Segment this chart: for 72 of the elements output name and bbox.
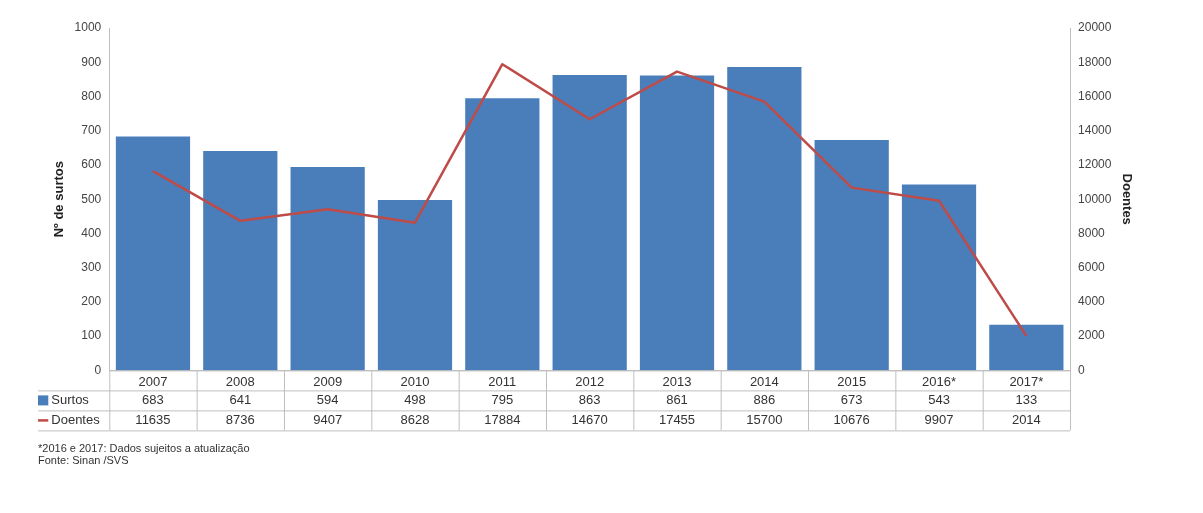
- bar: [727, 67, 802, 371]
- y2-tick-label: 8000: [1078, 225, 1106, 240]
- data-label: 673: [840, 391, 863, 407]
- y-tick-label: 1000: [74, 20, 102, 35]
- y-tick-label: 700: [81, 123, 102, 138]
- y-tick-label: 600: [81, 157, 102, 172]
- legend-label: Surtos: [51, 391, 90, 407]
- y2-tick-label: 2000: [1078, 328, 1106, 343]
- bar: [552, 74, 627, 371]
- data-label: 863: [578, 391, 601, 407]
- bar: [290, 167, 365, 371]
- x-tick-label: 2010: [400, 373, 430, 389]
- legend-label: Doentes: [51, 411, 101, 427]
- y-tick-label: 900: [81, 54, 102, 69]
- x-tick-label: 2012: [575, 373, 605, 389]
- data-label: 683: [142, 391, 164, 407]
- x-tick-label: 2016*: [922, 373, 957, 389]
- y2-tick-label: 18000: [1078, 54, 1112, 69]
- y2-tick-label: 16000: [1078, 88, 1112, 103]
- bar: [901, 184, 977, 371]
- x-tick-label: 2013: [662, 373, 692, 389]
- y-tick-label: 200: [81, 294, 102, 309]
- data-label: 133: [1015, 391, 1038, 407]
- y2-tick-label: 20000: [1078, 20, 1112, 35]
- data-label: 10676: [833, 411, 870, 427]
- x-tick-label: 2007: [138, 373, 168, 389]
- data-label: 8628: [400, 411, 430, 427]
- x-tick-label: 2009: [313, 373, 343, 389]
- data-label: 9907: [924, 411, 954, 427]
- data-label: 795: [491, 391, 514, 407]
- data-label: 641: [229, 391, 252, 407]
- data-label: 886: [753, 391, 776, 407]
- x-tick-label: 2014: [749, 373, 779, 389]
- data-label: 8736: [225, 411, 255, 427]
- y2-tick-label: 10000: [1078, 191, 1112, 206]
- bar: [115, 136, 191, 371]
- data-label: 14670: [571, 411, 608, 427]
- data-label: 861: [666, 391, 688, 407]
- data-label: 543: [928, 391, 950, 407]
- bar: [203, 150, 278, 371]
- bar: [639, 75, 715, 371]
- data-label: 2014: [1011, 411, 1041, 427]
- data-label: 17455: [658, 411, 696, 427]
- y-tick-label: 800: [81, 88, 102, 103]
- x-tick-label: 2015: [837, 373, 867, 389]
- y-tick-label: 400: [81, 225, 102, 240]
- bar: [989, 324, 1064, 371]
- y2-tick-label: 6000: [1078, 259, 1106, 274]
- y-axis-title: Nº de surtos: [51, 161, 67, 238]
- data-label: 15700: [746, 411, 783, 427]
- data-label: 17884: [484, 411, 521, 427]
- y2-tick-label: 14000: [1078, 123, 1112, 138]
- data-label: 11635: [135, 411, 171, 427]
- y-tick-label: 300: [81, 259, 102, 274]
- data-label: 594: [316, 391, 339, 407]
- x-tick-label: 2011: [488, 373, 517, 389]
- y-tick-label: 100: [81, 328, 102, 343]
- bar: [814, 139, 889, 371]
- data-label: 498: [404, 391, 426, 407]
- bar: [377, 199, 453, 371]
- x-tick-label: 2017*: [1009, 373, 1044, 389]
- y2-tick-label: 12000: [1078, 157, 1112, 172]
- x-tick-label: 2008: [225, 373, 255, 389]
- bar: [465, 98, 540, 371]
- data-label: 9407: [313, 411, 343, 427]
- y2-tick-label: 4000: [1078, 294, 1106, 309]
- source-note: Fonte: Sinan /SVS: [38, 454, 130, 466]
- y-tick-label: 0: [94, 362, 102, 377]
- text: *2016 e 2017: Dados sujeitos a atualização: [38, 442, 251, 454]
- y2-axis-title: Doentes: [1119, 173, 1135, 225]
- y2-tick-label: 0: [1078, 362, 1086, 377]
- y-tick-label: 500: [81, 191, 102, 206]
